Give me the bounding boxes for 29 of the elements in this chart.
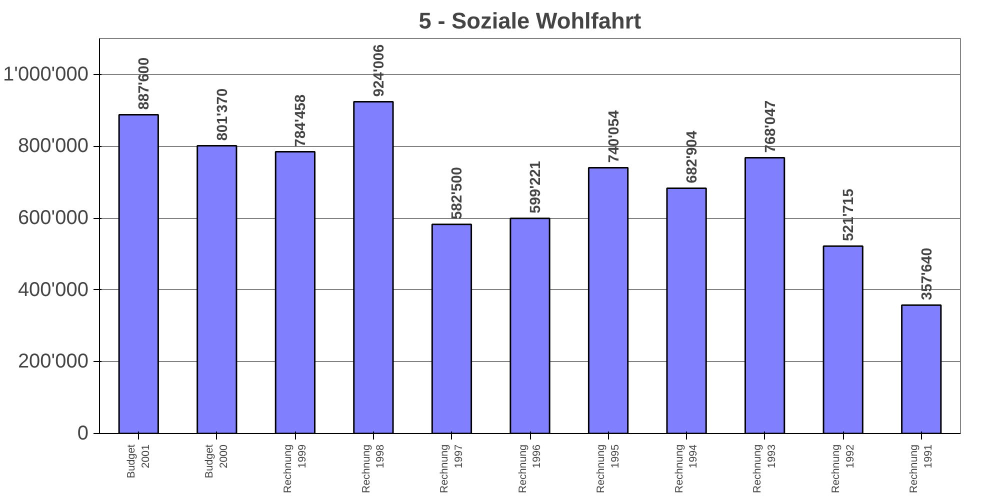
x-tick-label: Rechnung 1992 bbox=[830, 444, 856, 494]
data-label: 768'047 bbox=[762, 100, 779, 153]
y-tick-label: 400'000 bbox=[18, 278, 89, 301]
y-tick-label: 200'000 bbox=[18, 350, 89, 373]
data-label: 521'715 bbox=[841, 188, 858, 242]
x-tick-label: Rechnung 1999 bbox=[282, 444, 308, 494]
x-tick-label: Rechnung 1995 bbox=[595, 444, 622, 494]
y-tick-label: 800'000 bbox=[18, 135, 89, 158]
x-tick-label: Rechnung 1997 bbox=[438, 444, 465, 494]
x-tick-label: Rechnung 1994 bbox=[673, 444, 700, 494]
x-tick-label: Rechnung 1993 bbox=[752, 444, 778, 494]
data-label: 740'054 bbox=[606, 110, 622, 163]
data-label: 784'458 bbox=[293, 94, 310, 147]
data-label: 582'500 bbox=[450, 166, 466, 220]
x-tick-label: Rechnung 1991 bbox=[908, 444, 935, 494]
data-label: 887'600 bbox=[136, 57, 153, 110]
y-tick-label: 1'000'000 bbox=[3, 63, 88, 86]
chart-title: 5 - Soziale Wohlfahrt bbox=[418, 8, 642, 34]
data-label: 924'006 bbox=[371, 44, 388, 97]
x-tick-label: Rechnung 1998 bbox=[360, 444, 387, 494]
x-tick-label: Rechnung 1996 bbox=[516, 444, 544, 494]
y-tick-label: 0 bbox=[77, 422, 88, 444]
y-tick-label: 600'000 bbox=[18, 207, 89, 230]
x-tick-label: Budget 2000 bbox=[204, 444, 230, 478]
data-label: 801'370 bbox=[214, 88, 231, 141]
data-label: 682'904 bbox=[684, 130, 701, 184]
data-label: 357'640 bbox=[919, 248, 936, 300]
x-tick-label: Budget 2001 bbox=[125, 444, 152, 478]
data-label: 599'221 bbox=[528, 160, 544, 214]
